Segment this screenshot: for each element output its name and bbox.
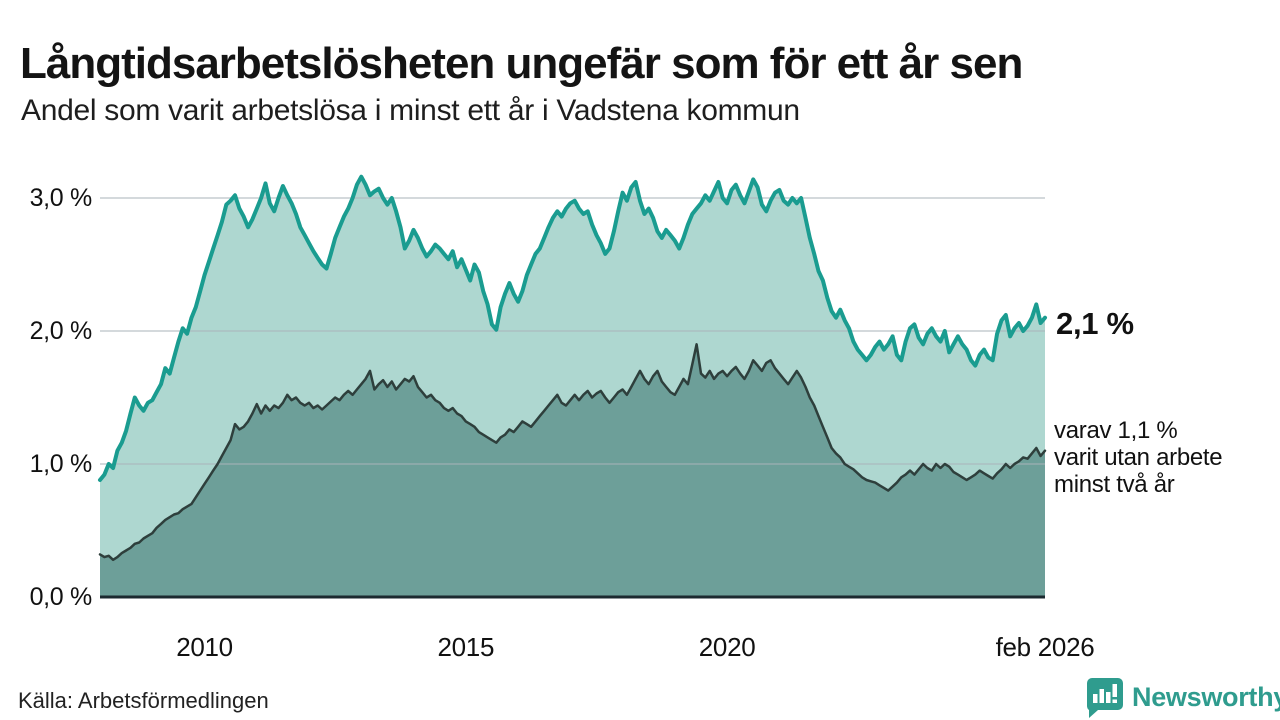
y-tick-label: 0,0 % xyxy=(29,583,93,611)
total-line xyxy=(98,174,1047,482)
end-value-label-two-year: varav 1,1 % varit utan arbete minst två … xyxy=(1054,417,1223,498)
source-note: Källa: Arbetsförmedlingen xyxy=(18,688,269,713)
annotation-line: minst två år xyxy=(1054,471,1175,498)
newsworthy-icon xyxy=(1087,678,1123,718)
end-value-label-total: 2,1 % xyxy=(1056,306,1134,341)
x-tick-label: feb 2026 xyxy=(995,632,1095,662)
two-year-line xyxy=(98,343,1047,562)
y-tick-label: 1,0 % xyxy=(29,450,93,478)
y-tick-label: 3,0 % xyxy=(29,184,93,212)
x-tick-label: 2015 xyxy=(437,632,495,662)
x-tick-label: 2020 xyxy=(698,632,756,662)
y-tick-label: 2,0 % xyxy=(29,317,93,345)
chart-subtitle: Andel som varit arbetslösa i minst ett å… xyxy=(21,94,800,127)
brand-logo: Newsworthy xyxy=(1084,676,1280,718)
two-year-area-fill xyxy=(100,344,1045,597)
annotation-line: varav 1,1 % xyxy=(1054,417,1178,444)
annotation-line: varit utan arbete xyxy=(1054,444,1223,471)
page-title: Långtidsarbetslösheten ungefär som för e… xyxy=(20,39,1023,89)
brand-name: Newsworthy xyxy=(1132,681,1280,712)
x-tick-label: 2010 xyxy=(176,632,233,662)
